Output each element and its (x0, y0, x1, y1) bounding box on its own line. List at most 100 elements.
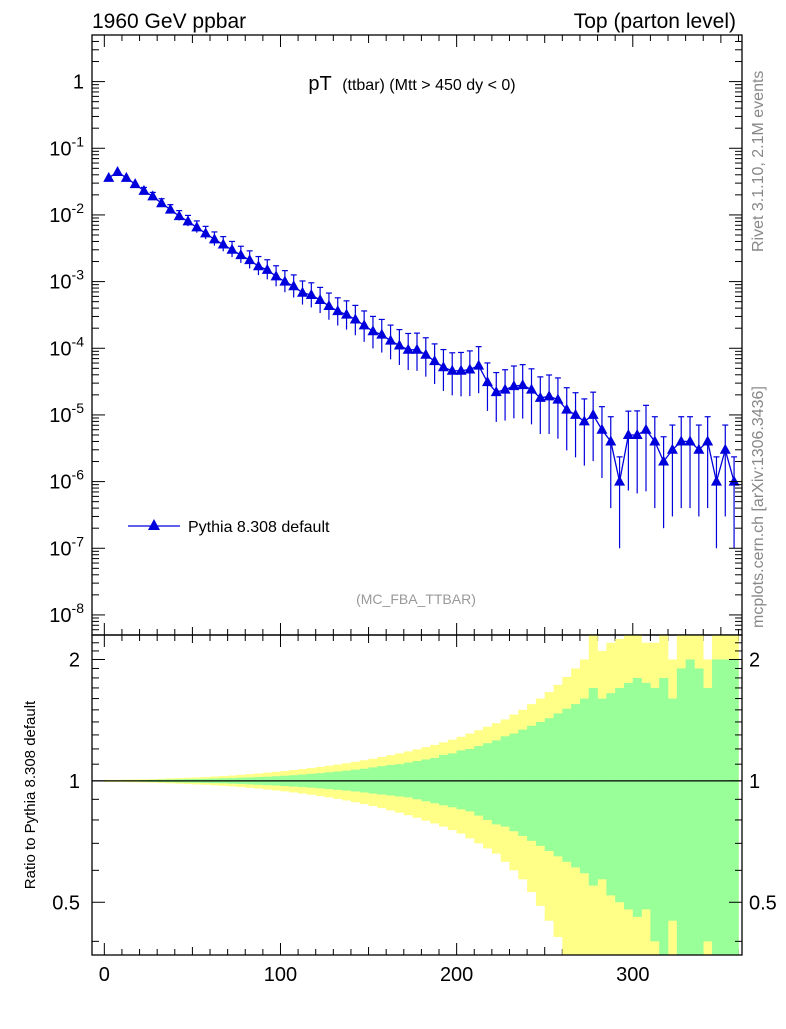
plot-title: pT (ttbar) (Mtt > 450 dy < 0) (308, 73, 515, 95)
data-point (455, 364, 467, 375)
ratio-y-tick-label: 0.5 (52, 892, 80, 914)
plot-title-sub: (ttbar) (Mtt > 450 dy < 0) (342, 77, 515, 94)
data-point (649, 435, 661, 446)
data-point (719, 443, 731, 454)
ratio-band-inner (712, 659, 722, 955)
data-point (358, 319, 370, 330)
data-point (314, 293, 326, 304)
data-point (385, 334, 397, 345)
data-point (543, 390, 555, 401)
data-point (279, 275, 291, 286)
data-point (570, 408, 582, 419)
data-point (208, 233, 220, 244)
ratio-band-inner (544, 718, 554, 852)
data-point (499, 383, 511, 394)
data-point (702, 435, 714, 446)
data-point (200, 227, 212, 238)
ratio-band-inner (676, 668, 686, 955)
data-point (525, 383, 537, 394)
y-tick-label: 10-1 (49, 133, 84, 160)
ratio-band-inner (720, 659, 730, 955)
ratio-band-inner (571, 704, 581, 868)
main-panel: 10-8 10-7 10-6 10-5 10-4 10-3 10-2 10-1 1 (49, 34, 743, 955)
data-point (393, 339, 405, 350)
data-point (129, 178, 141, 189)
ratio-band-inner (439, 754, 449, 806)
ratio-band-inner (465, 748, 475, 812)
ratio-band-inner (650, 687, 660, 942)
data-point (728, 475, 740, 486)
x-tick-label: 300 (616, 964, 649, 986)
ratio-band-inner (703, 687, 713, 942)
rivet-label: Rivet 3.1.10, 2.1M events (750, 71, 767, 252)
ratio-band-inner (694, 668, 704, 955)
ratio-band-inner (623, 682, 634, 910)
data-point (473, 359, 485, 370)
ratio-band-inner (729, 659, 739, 955)
ratio-band-inner (659, 677, 669, 955)
data-point (631, 429, 643, 439)
data-point (596, 423, 608, 434)
data-point (112, 166, 124, 177)
data-point (605, 435, 617, 446)
ratio-band-inner (615, 687, 625, 903)
header-left: 1960 GeV ppbar (92, 10, 246, 33)
data-point (710, 475, 722, 486)
ratio-y-tick-label-right: 2 (749, 649, 760, 671)
data-point (675, 435, 687, 446)
data-point (508, 380, 520, 391)
ratio-y-tick-label-right: 0.5 (749, 892, 777, 914)
data-point (138, 184, 150, 195)
ratio-band-inner (588, 687, 598, 886)
ratio-band-inner (535, 721, 546, 846)
ratio-panel: 0 100 200 300 0.5 0.5 1 1 2 2 (52, 634, 777, 986)
ratio-band-inner (527, 725, 537, 841)
y-tick-label: 10-4 (49, 333, 84, 360)
data-point (420, 348, 432, 359)
data-point (349, 313, 361, 324)
data-point (622, 429, 634, 439)
ratio-band-inner (597, 698, 607, 880)
mcplots-label: mcplots.cern.ch [arXiv:1306.3436] (750, 386, 767, 628)
ratio-band-inner (632, 677, 642, 917)
ratio-band-inner (483, 743, 493, 820)
ratio-band-inner (553, 713, 563, 857)
ratio-band-inner (641, 682, 651, 910)
data-point (244, 254, 256, 265)
ratio-frame (91, 634, 743, 956)
data-point (367, 325, 379, 336)
data-point (490, 386, 502, 397)
ratio-band-inner (668, 698, 678, 921)
data-point (270, 270, 282, 281)
ratio-band-inner (606, 693, 616, 896)
data-point (226, 243, 238, 254)
ratio-band-inner (685, 659, 695, 955)
data-point (297, 286, 309, 297)
data-point (288, 280, 300, 291)
data-point (164, 203, 176, 214)
x-tick-label: 200 (440, 964, 473, 986)
ratio-band-inner (562, 708, 572, 862)
data-point (323, 300, 335, 311)
ratio-band-inner (403, 762, 413, 798)
ratio-y-tick-label: 1 (69, 771, 80, 793)
data-point (587, 408, 599, 419)
ratio-band-inner (579, 698, 590, 874)
y-tick-label: 10-6 (49, 467, 84, 494)
data-point (658, 455, 670, 466)
ratio-band-inner (518, 729, 528, 836)
plot-title-main: pT (308, 73, 331, 95)
data-point (411, 343, 423, 354)
data-point (147, 190, 159, 201)
y-tick-label: 10-5 (49, 400, 84, 427)
data-point (252, 260, 264, 271)
data-point (402, 343, 414, 354)
data-point (614, 475, 626, 486)
x-tick-label: 0 (99, 964, 110, 986)
ratio-y-tick-label-right: 1 (749, 771, 760, 793)
data-point (191, 221, 203, 232)
data-point (103, 171, 115, 182)
x-tick-label: 100 (264, 964, 297, 986)
